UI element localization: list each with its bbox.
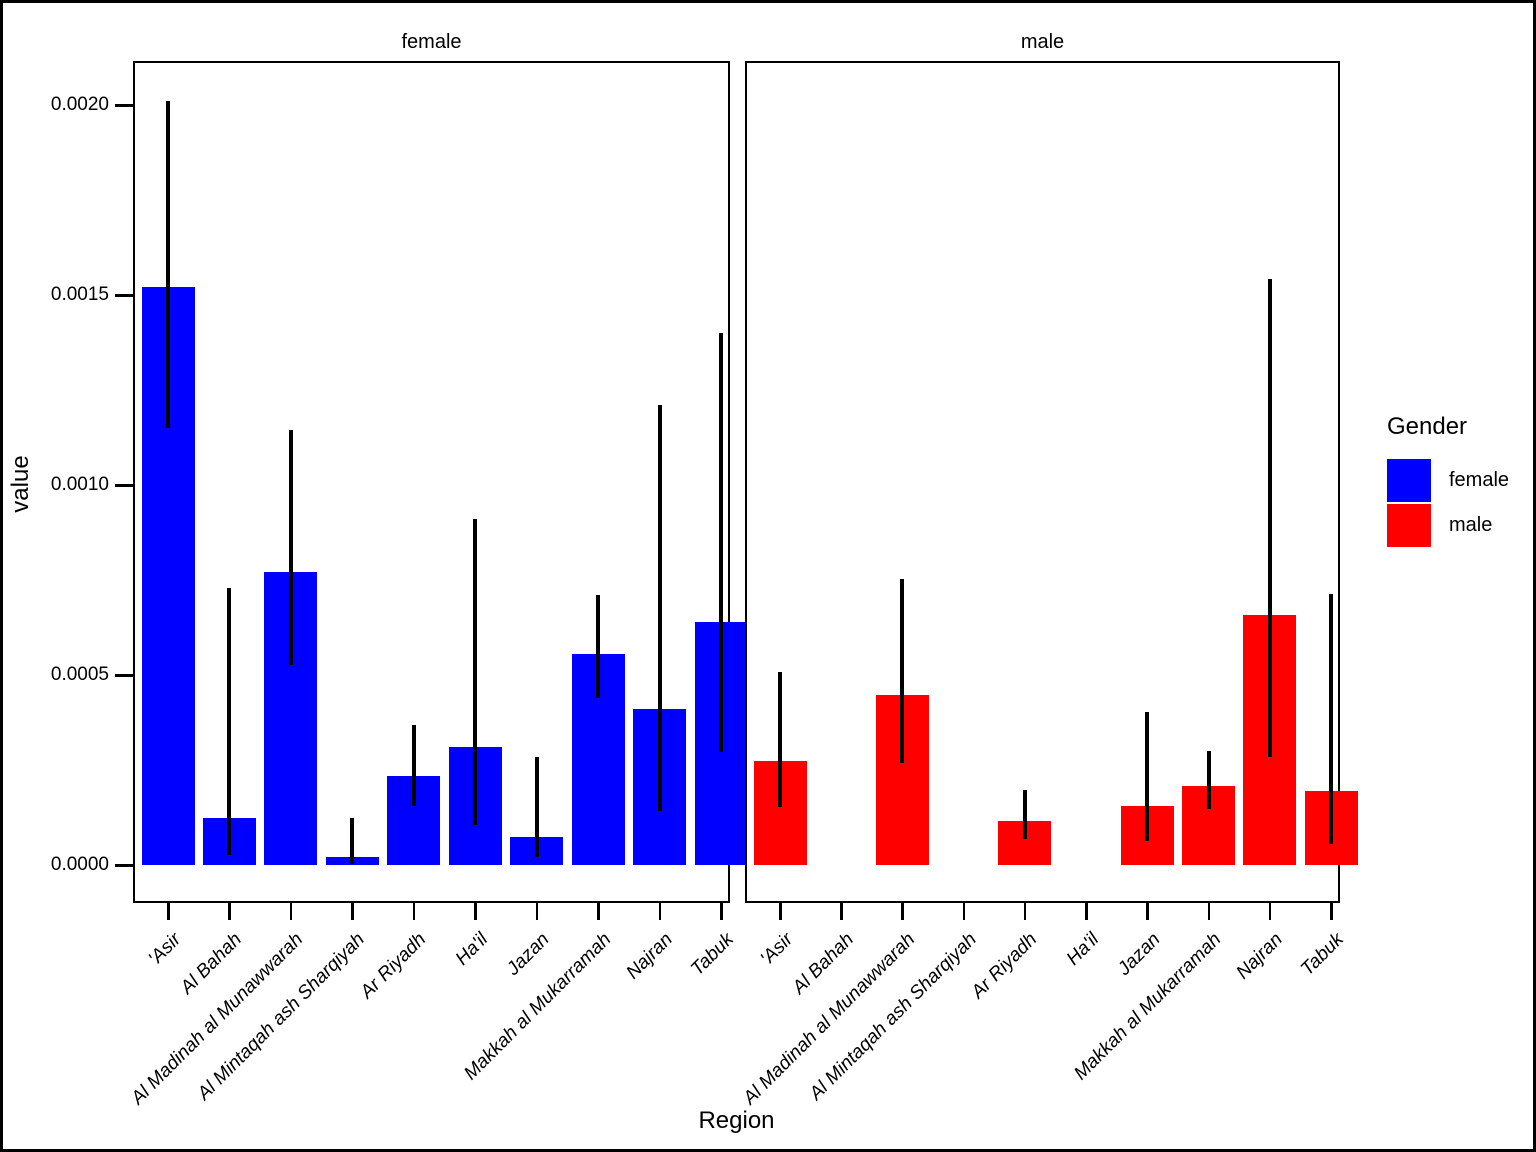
x-tick-label: 'Asir — [144, 929, 185, 970]
legend-label-female: female — [1449, 469, 1510, 491]
legend-item-male: male — [1387, 504, 1509, 547]
error-bar-female-al-bahah — [227, 587, 232, 856]
error-bar-female-ar-riyadh — [411, 725, 416, 807]
x-tick-label: Tabuk — [1296, 929, 1348, 980]
y-tick-label: 0.0000 — [50, 854, 109, 875]
error-bar-female--asir — [166, 101, 170, 428]
x-tick — [901, 903, 904, 920]
error-bar-female-ha-il — [473, 519, 478, 826]
y-tick — [115, 484, 133, 487]
y-tick — [115, 294, 133, 297]
x-tick — [1268, 903, 1272, 920]
x-tick-label: Ar Riyadh — [356, 929, 431, 1003]
error-bar-male-jazan — [1145, 712, 1150, 842]
x-tick — [289, 903, 293, 920]
x-tick — [474, 903, 477, 920]
error-bar-female-al-mintaqah-ash-sharqiyah — [350, 817, 355, 864]
error-bar-female-al-madinah-al-munawwarah — [288, 429, 293, 666]
y-tick — [115, 864, 133, 867]
y-tick-label: 0.0010 — [50, 474, 109, 495]
x-tick-label: Jazan — [502, 929, 554, 980]
x-tick-label: Jazan — [1113, 929, 1165, 980]
x-tick — [840, 903, 843, 920]
facet-strip-female: female — [401, 31, 462, 53]
x-tick — [720, 903, 723, 920]
y-tick — [115, 104, 133, 107]
x-tick — [535, 903, 539, 920]
legend-title: Gender — [1387, 413, 1468, 440]
y-axis-title: value — [7, 455, 34, 513]
x-tick — [1085, 903, 1088, 920]
x-tick-label: Tabuk — [686, 929, 738, 980]
legend-swatch-female — [1387, 459, 1431, 502]
x-tick — [597, 903, 600, 920]
y-tick-label: 0.0020 — [50, 94, 109, 115]
y-tick-label: 0.0015 — [50, 284, 109, 305]
x-tick-label: Najran — [621, 929, 677, 984]
error-bar-female-makkah-al-mukarramah — [596, 595, 601, 698]
error-bar-male-makkah-al-mukarramah — [1206, 751, 1211, 809]
x-tick — [779, 903, 782, 920]
y-tick — [115, 674, 133, 677]
error-bar-male--asir — [778, 671, 782, 808]
x-tick — [1146, 903, 1149, 920]
x-tick-label: Ha'il — [451, 929, 493, 970]
x-tick — [1023, 903, 1027, 920]
x-tick — [351, 903, 354, 920]
legend: Gender female male — [1387, 413, 1509, 549]
error-bar-male-tabuk — [1329, 594, 1333, 844]
legend-item-female: female — [1387, 459, 1509, 502]
x-tick — [167, 903, 170, 920]
x-tick-label: Ha'il — [1062, 929, 1103, 970]
error-bar-female-najran — [657, 405, 662, 811]
legend-items: female male — [1387, 459, 1509, 547]
x-tick — [1207, 903, 1211, 920]
x-tick — [658, 903, 662, 920]
x-axis-title: Region — [698, 1107, 775, 1134]
error-bar-male-najran — [1267, 278, 1272, 758]
facet-panel-female — [133, 61, 748, 903]
facet-strip-male: male — [1020, 31, 1065, 53]
x-tick-label: Najran — [1232, 929, 1287, 984]
legend-swatch-male — [1387, 504, 1431, 547]
x-tick-label: Ar Riyadh — [967, 929, 1042, 1003]
error-bar-male-al-madinah-al-munawwarah — [900, 579, 905, 764]
x-tick — [228, 903, 231, 920]
legend-label-male: male — [1449, 514, 1493, 536]
x-tick — [962, 903, 966, 920]
error-bar-female-tabuk — [719, 333, 723, 753]
facet-panel-male — [745, 61, 1358, 903]
error-bar-male-ar-riyadh — [1022, 789, 1027, 839]
x-tick — [1330, 903, 1333, 920]
x-tick — [412, 903, 416, 920]
y-tick-label: 0.0005 — [50, 664, 109, 685]
x-tick-label: 'Asir — [756, 929, 797, 970]
error-bar-female-jazan — [534, 756, 539, 857]
